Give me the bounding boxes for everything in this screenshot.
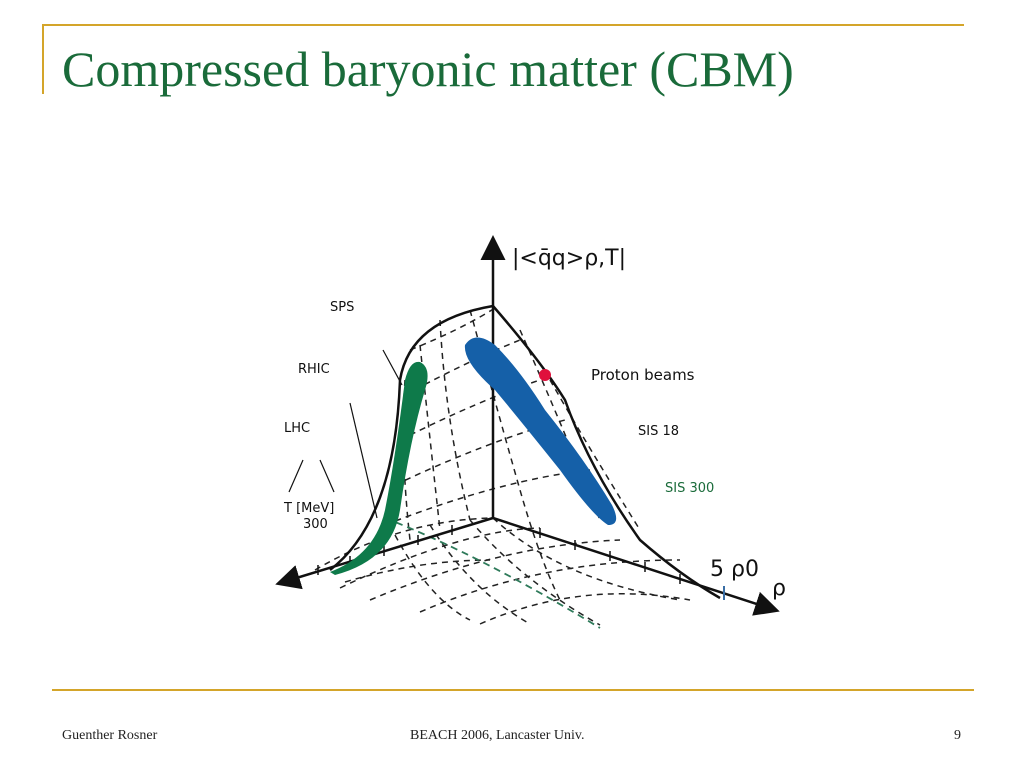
temperature-label: T [MeV]: [283, 501, 334, 516]
proton-beam-dot: [539, 369, 551, 381]
page-number: 9: [954, 728, 961, 743]
footer-event: BEACH 2006, Lancaster Univ.: [410, 728, 585, 743]
label-pointers: [288, 349, 403, 519]
sps-label: SPS: [330, 300, 354, 315]
sis300-label: SIS 300: [665, 481, 714, 496]
surface-mesh: [384, 307, 641, 601]
left-frame-line: [42, 24, 44, 94]
surface-outline: [329, 304, 721, 600]
lhc-label: LHC: [284, 421, 310, 436]
vertical-axis-label: |<q̄q>ρ,T|: [512, 246, 626, 271]
sis18-label: SIS 18: [638, 424, 679, 439]
green-dashed-line: [384, 517, 601, 629]
footer-author: Guenther Rosner: [62, 728, 158, 743]
proton-beams-label: Proton beams: [591, 366, 695, 384]
axis-ticks: [317, 525, 681, 584]
blue-region: [464, 337, 617, 525]
footer-rule: [52, 689, 974, 691]
rhic-label: RHIC: [298, 362, 330, 377]
temperature-axis: [275, 516, 494, 590]
green-region: [330, 361, 428, 575]
temperature-value-label: 300: [303, 517, 328, 532]
slide-title: Compressed baryonic matter (CBM): [62, 41, 794, 97]
rho0-tick-label: 5 ρ0: [710, 557, 759, 582]
rho-axis-label: ρ: [772, 576, 786, 601]
base-grid: [314, 517, 691, 626]
top-frame-line: [42, 24, 964, 26]
